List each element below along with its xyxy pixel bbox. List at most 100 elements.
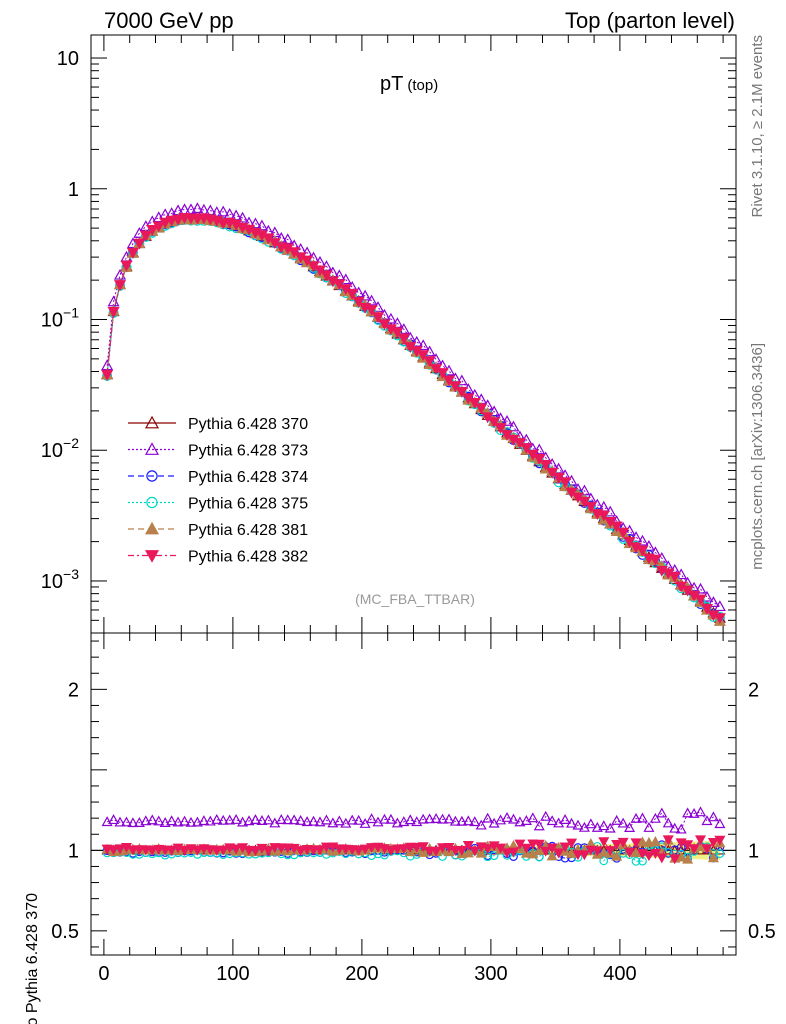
data-point — [144, 521, 160, 535]
data-point — [617, 837, 629, 848]
data-point — [346, 288, 359, 300]
data-point — [714, 818, 726, 829]
data-point — [423, 356, 436, 368]
data-point — [675, 851, 687, 862]
data-point — [144, 442, 160, 455]
data-point — [449, 845, 461, 856]
data-point — [120, 816, 132, 827]
data-point — [424, 813, 436, 824]
data-point — [630, 838, 642, 849]
data-point — [436, 368, 449, 380]
data-point — [559, 842, 571, 853]
data-point — [320, 814, 332, 825]
data-point — [146, 814, 158, 825]
ratio-ylabel: Ratio to Pythia 6.428 370 — [24, 893, 41, 1024]
data-point — [469, 816, 481, 827]
data-point — [636, 534, 649, 546]
data-point — [320, 270, 333, 282]
main-plot: 10 1 10−1 10−2 10−3 pT (top) (MC_FBA_TTBAR) P… — [41, 34, 737, 634]
data-point — [372, 312, 385, 324]
data-point — [546, 843, 558, 854]
data-point — [152, 221, 165, 233]
legend-label: Pythia 6.428 382 — [188, 549, 308, 566]
data-point — [191, 202, 204, 214]
data-point — [385, 813, 397, 824]
data-point — [384, 312, 397, 324]
data-point — [669, 854, 681, 865]
data-point — [275, 843, 287, 854]
data-point — [217, 205, 230, 217]
data-point — [598, 846, 610, 857]
data-point — [598, 837, 610, 848]
data-point — [159, 845, 171, 856]
data-point — [133, 845, 145, 856]
data-point — [281, 233, 294, 245]
data-point — [249, 846, 261, 857]
data-point — [166, 815, 178, 826]
legend-item: Pythia 6.428 381 — [128, 521, 308, 539]
data-point — [507, 420, 520, 432]
plot-title: pT (top) — [380, 73, 438, 95]
data-point — [243, 815, 255, 826]
data-point — [191, 816, 203, 827]
data-point — [404, 842, 416, 853]
data-point — [320, 842, 332, 853]
y-tick-label: 10−1 — [41, 304, 79, 331]
data-point — [198, 815, 210, 826]
data-point — [707, 837, 719, 848]
data-point — [144, 550, 160, 563]
data-point — [713, 600, 726, 612]
data-point — [533, 845, 545, 856]
data-point — [443, 813, 455, 824]
data-point — [211, 813, 223, 824]
data-point — [456, 845, 468, 856]
ratio-plot: 0.5 0.5 1 1 2 2 0 100 200 300 400 Ratio to Pythia … — [24, 632, 776, 1024]
data-point — [578, 850, 590, 861]
data-point — [126, 247, 139, 259]
y-tick-label: 10−2 — [41, 435, 79, 462]
data-point — [462, 815, 474, 826]
data-point — [482, 812, 494, 823]
data-point — [353, 814, 365, 825]
data-point — [631, 856, 641, 866]
data-point — [146, 496, 158, 509]
data-point — [585, 818, 597, 829]
ratio-series-5 — [101, 835, 726, 865]
data-point — [339, 273, 352, 285]
data-point — [553, 848, 565, 859]
data-point — [391, 327, 404, 339]
y-tick-label: 10−3 — [41, 566, 79, 593]
data-point — [611, 850, 623, 861]
data-point — [424, 846, 436, 857]
data-point — [617, 527, 630, 539]
x-tick-label: 0 — [98, 963, 109, 985]
data-point — [282, 814, 294, 825]
x-tick-label: 300 — [474, 963, 507, 985]
data-point — [643, 851, 655, 862]
legend-item: Pythia 6.428 382 — [128, 549, 308, 566]
data-point — [159, 217, 172, 229]
data-point — [494, 423, 507, 435]
data-point — [669, 822, 681, 833]
data-point — [572, 850, 584, 861]
data-point — [624, 822, 636, 833]
data-point — [643, 821, 655, 832]
data-point — [107, 307, 120, 318]
ratio-line — [107, 844, 720, 862]
data-point — [559, 814, 571, 824]
data-point — [146, 224, 159, 236]
ratio-series-1 — [101, 806, 726, 834]
data-point — [133, 238, 146, 250]
data-point — [437, 843, 449, 854]
data-point — [114, 816, 126, 827]
main-series — [101, 202, 726, 626]
data-point — [359, 844, 371, 855]
data-point — [144, 415, 160, 429]
data-point — [695, 806, 707, 817]
data-point — [675, 823, 687, 834]
data-point — [462, 840, 474, 851]
data-point — [133, 817, 145, 827]
data-point — [681, 585, 694, 597]
data-point — [546, 815, 558, 826]
